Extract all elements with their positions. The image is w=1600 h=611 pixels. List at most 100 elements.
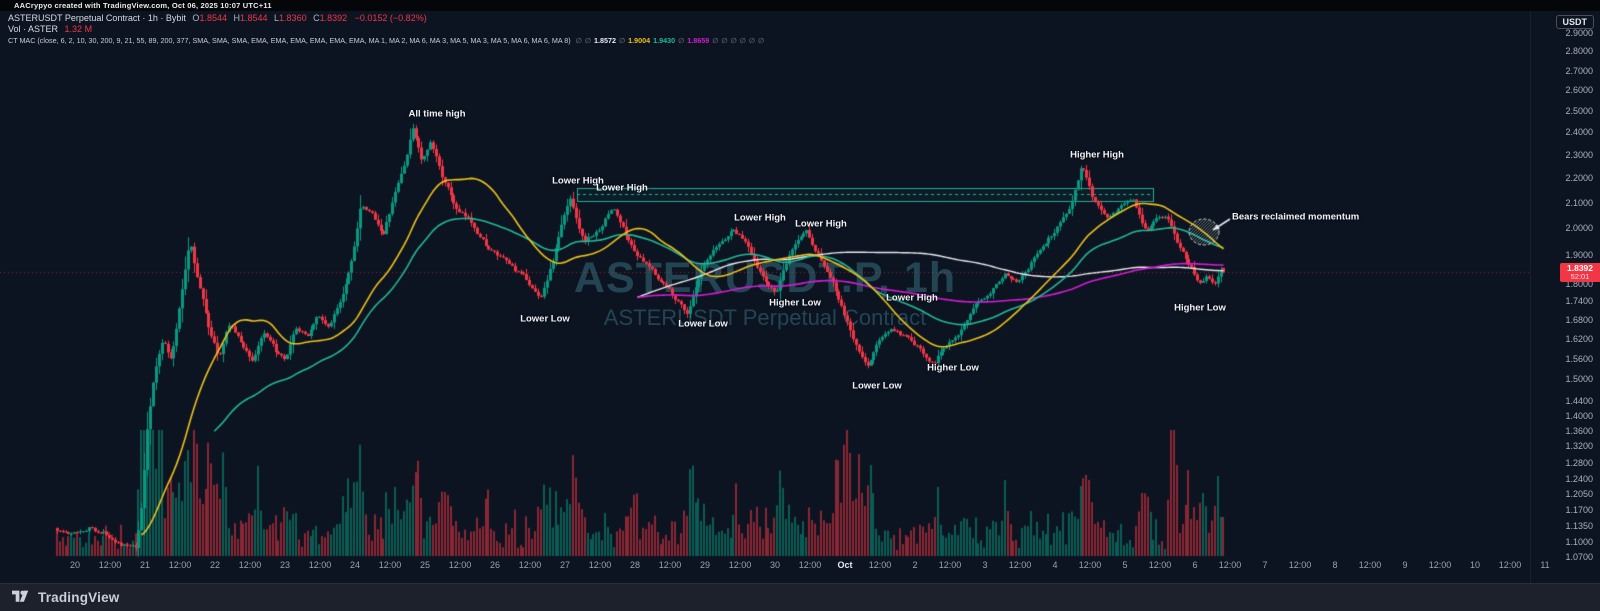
price-axis-label: 1.1000: [1565, 537, 1593, 548]
volume-value: 1.32 M: [64, 24, 93, 34]
indicator-values: ∅ ∅ 1.8572 ∅ 1.9004 1.9430 ∅ 1.8659 ∅ ∅ ∅ ∅ ∅ ∅: [573, 36, 765, 45]
time-axis-label: 8: [1332, 560, 1338, 570]
indicator-empty-value: ∅: [730, 36, 737, 45]
indicator-empty-value: ∅: [712, 36, 719, 45]
time-axis-label: 12:00: [518, 560, 542, 570]
time-axis-label: 7: [1262, 560, 1268, 570]
indicator-empty-value: ∅: [721, 36, 728, 45]
time-axis-label: 12:00: [1008, 560, 1032, 570]
time-axis[interactable]: 20 12:00 21 12:00 22 12:00 23 12:00 24 12:00 25 12:…: [0, 557, 1550, 573]
price-axis-label: 1.6200: [1565, 333, 1593, 344]
price-axis-label: 2.0000: [1565, 223, 1593, 234]
time-axis-label: 3: [982, 560, 988, 570]
price-axis-label: 1.5000: [1565, 374, 1593, 385]
time-axis-label: 12:00: [378, 560, 402, 570]
time-axis-label: 26: [489, 560, 501, 570]
time-axis-label: 2: [912, 560, 918, 570]
time-axis-label: 10: [1469, 560, 1481, 570]
indicator-empty-value: ∅: [584, 36, 592, 45]
time-axis-label: 23: [279, 560, 291, 570]
time-axis-label: Oct: [837, 560, 853, 570]
time-axis-label: 12:00: [238, 560, 262, 570]
price-axis-label: 1.4000: [1565, 410, 1593, 421]
price-axis-label: 1.5600: [1565, 353, 1593, 364]
indicator-empty-value: ∅: [619, 36, 626, 45]
indicator-empty-value: ∅: [758, 36, 765, 45]
price-axis-label: 1.2400: [1565, 474, 1593, 485]
time-axis-label: 4: [1052, 560, 1058, 570]
price-chart-canvas[interactable]: [0, 11, 1600, 583]
high-label: H: [233, 13, 240, 23]
time-axis-label: 28: [629, 560, 641, 570]
time-axis-label: 12:00: [1498, 560, 1522, 570]
change-value: −0.0152 (−0.82%): [354, 13, 427, 23]
time-axis-label: 12:00: [448, 560, 472, 570]
time-axis-label: 6: [1192, 560, 1198, 570]
high-value: 1.8544: [239, 13, 268, 23]
time-axis-label: 5: [1122, 560, 1128, 570]
price-axis-label: 1.2050: [1565, 489, 1593, 500]
bar-countdown: 52:01: [1570, 272, 1590, 282]
time-axis-label: 9: [1402, 560, 1408, 570]
symbol-legend-row[interactable]: ASTERUSDT Perpetual Contract · 1h · Bybi…: [8, 13, 764, 23]
indicator-ma-value: 1.8659: [687, 36, 710, 45]
time-axis-label: 12:00: [728, 560, 752, 570]
price-axis-label: 1.1350: [1565, 520, 1593, 531]
price-axis-label: 1.9000: [1565, 250, 1593, 261]
price-axis-label: 1.0700: [1565, 551, 1593, 562]
time-axis-label: 25: [419, 560, 431, 570]
indicator-ma-value: 1.9430: [653, 36, 676, 45]
price-axis-label: 1.3600: [1565, 425, 1593, 436]
time-axis-label: 12:00: [658, 560, 682, 570]
price-axis-label: 1.8000: [1565, 278, 1593, 289]
time-axis-label: 12:00: [168, 560, 192, 570]
indicator-empty-value: ∅: [678, 36, 685, 45]
time-axis-label: 12:00: [1148, 560, 1172, 570]
open-label: O: [192, 13, 200, 23]
volume-legend-row[interactable]: Vol · ASTER 1.32 M: [8, 24, 764, 34]
low-label: L: [274, 13, 280, 23]
indicator-empty-value: ∅: [739, 36, 746, 45]
time-axis-label: 12:00: [1218, 560, 1242, 570]
currency-button[interactable]: USDT: [1555, 15, 1594, 29]
last-price-value: 1.8392: [1567, 263, 1593, 274]
volume-label: Vol · ASTER: [8, 24, 59, 34]
price-axis-label: 2.2000: [1565, 173, 1593, 184]
symbol-title[interactable]: ASTERUSDT Perpetual Contract · 1h · Bybi…: [8, 13, 186, 23]
indicator-empty-value: ∅: [575, 36, 582, 45]
time-axis-label: 21: [139, 560, 151, 570]
chart-legend: ASTERUSDT Perpetual Contract · 1h · Bybi…: [8, 13, 764, 46]
price-axis-label: 1.2800: [1565, 457, 1593, 468]
price-axis-label: 2.8000: [1565, 46, 1593, 57]
time-axis-label: 12:00: [1358, 560, 1382, 570]
time-axis-label: 12:00: [1288, 560, 1312, 570]
time-axis-label: 24: [349, 560, 361, 570]
last-price-badge: 1.8392 52:01: [1560, 263, 1600, 283]
time-axis-label: 12:00: [1428, 560, 1452, 570]
time-axis-label: 20: [69, 560, 81, 570]
time-axis-label: 27: [559, 560, 571, 570]
price-axis-label: 2.5000: [1565, 105, 1593, 116]
price-axis-label: 2.9000: [1565, 28, 1593, 38]
time-axis-label: 22: [209, 560, 221, 570]
time-axis-label: 12:00: [1078, 560, 1102, 570]
open-value: 1.8544: [199, 13, 227, 23]
price-axis[interactable]: USDT 1.8392 52:01 2.9000 2.8000 2.7000 2.60…: [1530, 11, 1600, 583]
close-label: C: [313, 13, 320, 23]
price-axis-label: 2.7000: [1565, 65, 1593, 76]
time-axis-label: 12:00: [798, 560, 822, 570]
price-axis-label: 1.4400: [1565, 395, 1593, 406]
price-axis-label: 2.6000: [1565, 85, 1593, 96]
attribution-text: AACrypyo created with TradingView.com, O…: [14, 1, 272, 10]
attribution-bar: AACrypyo created with TradingView.com, O…: [0, 0, 1600, 11]
low-value: 1.8360: [279, 13, 307, 23]
time-axis-label: 11: [1540, 560, 1550, 570]
bottom-toolbar: TradingView: [0, 583, 1600, 611]
price-axis-label: 1.3200: [1565, 441, 1593, 452]
indicator-empty-value: ∅: [748, 36, 756, 45]
tradingview-logo-icon[interactable]: [12, 590, 31, 605]
tradingview-brand[interactable]: TradingView: [38, 590, 120, 605]
indicator-legend-row[interactable]: CT MAC (close, 6, 2, 10, 30, 200, 9, 21,…: [8, 36, 764, 46]
time-axis-label: 12:00: [588, 560, 612, 570]
